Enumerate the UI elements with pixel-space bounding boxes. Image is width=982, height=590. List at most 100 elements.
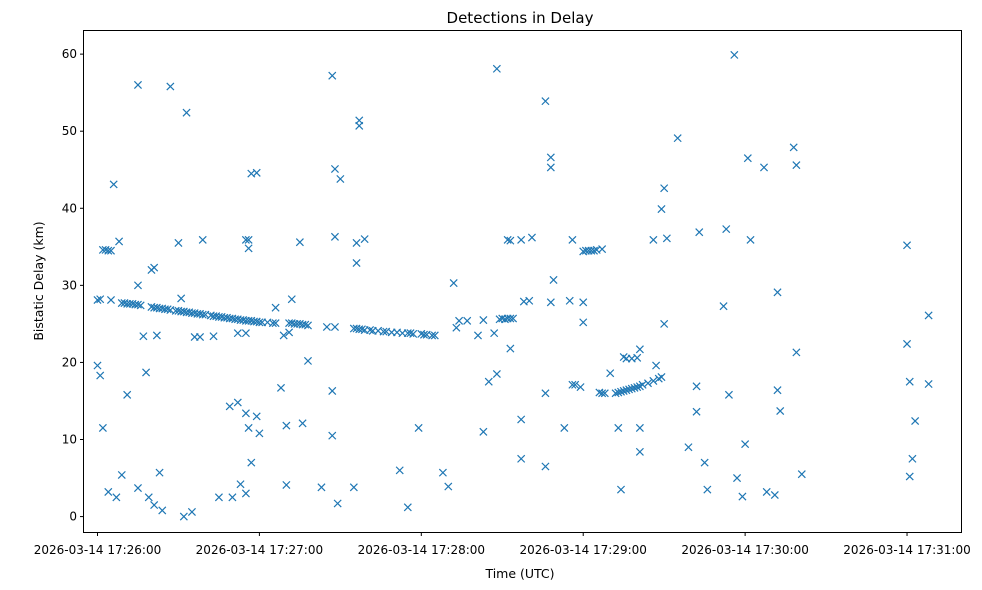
data-point	[633, 353, 642, 362]
data-point	[746, 235, 755, 244]
data-point	[492, 64, 501, 73]
data-point	[614, 388, 623, 397]
data-point	[733, 474, 742, 483]
data-point	[96, 295, 105, 304]
data-point	[241, 489, 250, 498]
y-axis-label: Bistatic Delay (km)	[31, 221, 46, 340]
data-point	[209, 332, 218, 341]
data-point	[700, 458, 709, 467]
data-point	[366, 326, 375, 335]
data-point	[473, 331, 482, 340]
data-point	[509, 314, 518, 323]
data-point	[635, 345, 644, 354]
data-point	[479, 316, 488, 325]
data-point	[106, 295, 116, 305]
data-point	[395, 466, 404, 475]
data-point	[444, 482, 453, 491]
data-point	[414, 423, 423, 432]
data-point	[328, 71, 337, 80]
data-point	[638, 380, 647, 389]
data-point	[598, 389, 607, 398]
data-point	[571, 380, 580, 389]
data-point	[282, 421, 291, 430]
data-point	[244, 423, 253, 432]
data-point	[741, 440, 750, 449]
data-point	[924, 311, 933, 320]
data-point	[409, 329, 418, 338]
data-point	[773, 386, 782, 395]
data-point	[908, 454, 917, 463]
data-point	[649, 235, 658, 244]
data-point	[109, 180, 118, 189]
data-point	[330, 232, 339, 241]
chart-title: Detections in Delay	[447, 9, 594, 27]
data-point	[649, 376, 658, 385]
data-point	[773, 288, 782, 297]
y-axis: 0 10 20 30 40 50 60	[62, 47, 84, 524]
data-point	[903, 241, 912, 250]
data-point	[660, 184, 669, 193]
data-point	[600, 389, 609, 398]
data-point	[117, 470, 126, 479]
data-point	[133, 281, 142, 290]
y-tick-label: 40	[62, 201, 77, 215]
data-point	[268, 319, 277, 328]
data-point	[579, 298, 588, 307]
data-point	[255, 429, 264, 438]
data-point	[719, 302, 728, 311]
y-tick-label: 20	[62, 355, 77, 369]
data-point	[452, 323, 461, 332]
data-point	[349, 483, 358, 492]
data-point	[282, 480, 291, 490]
y-tick-label: 60	[62, 47, 77, 61]
data-point	[298, 419, 307, 428]
data-point	[406, 329, 415, 338]
data-point	[776, 406, 785, 416]
data-point	[123, 390, 132, 399]
data-point	[241, 329, 250, 338]
data-point	[695, 228, 704, 237]
data-point	[463, 316, 472, 325]
data-point	[568, 235, 577, 244]
data-point	[352, 258, 361, 268]
data-point	[177, 294, 186, 303]
data-point	[616, 485, 626, 494]
data-point	[179, 512, 188, 521]
data-point	[730, 50, 739, 59]
y-tick-label: 50	[62, 124, 77, 138]
data-point	[247, 458, 256, 467]
data-point	[633, 383, 642, 392]
data-point	[360, 235, 369, 244]
data-point	[525, 296, 534, 305]
data-point	[112, 493, 121, 502]
data-point	[214, 493, 223, 502]
data-point	[398, 329, 407, 338]
data-point	[104, 246, 113, 255]
data-point	[236, 480, 245, 489]
data-point	[517, 454, 526, 463]
data-point	[546, 163, 555, 172]
data-point	[503, 235, 512, 244]
data-point	[357, 325, 366, 334]
data-point	[911, 416, 920, 426]
data-point	[598, 245, 607, 254]
data-point	[924, 379, 933, 389]
data-point	[792, 161, 801, 170]
data-point	[285, 328, 294, 337]
data-point	[196, 332, 205, 342]
data-point	[244, 235, 253, 244]
data-point	[198, 310, 207, 319]
data-point	[241, 235, 250, 244]
data-point	[328, 386, 337, 395]
data-point	[673, 134, 682, 143]
data-point	[635, 423, 644, 432]
data-point	[252, 412, 261, 421]
data-point	[93, 361, 102, 370]
data-point	[657, 373, 666, 382]
data-point	[322, 322, 331, 331]
data-point	[255, 318, 264, 327]
data-point	[903, 339, 912, 348]
x-tick-label: 2026-03-14 17:29:00	[519, 543, 646, 557]
data-point	[438, 468, 447, 477]
data-point	[104, 487, 113, 496]
